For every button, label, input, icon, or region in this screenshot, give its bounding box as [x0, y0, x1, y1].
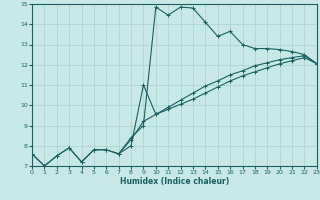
X-axis label: Humidex (Indice chaleur): Humidex (Indice chaleur) [120, 177, 229, 186]
